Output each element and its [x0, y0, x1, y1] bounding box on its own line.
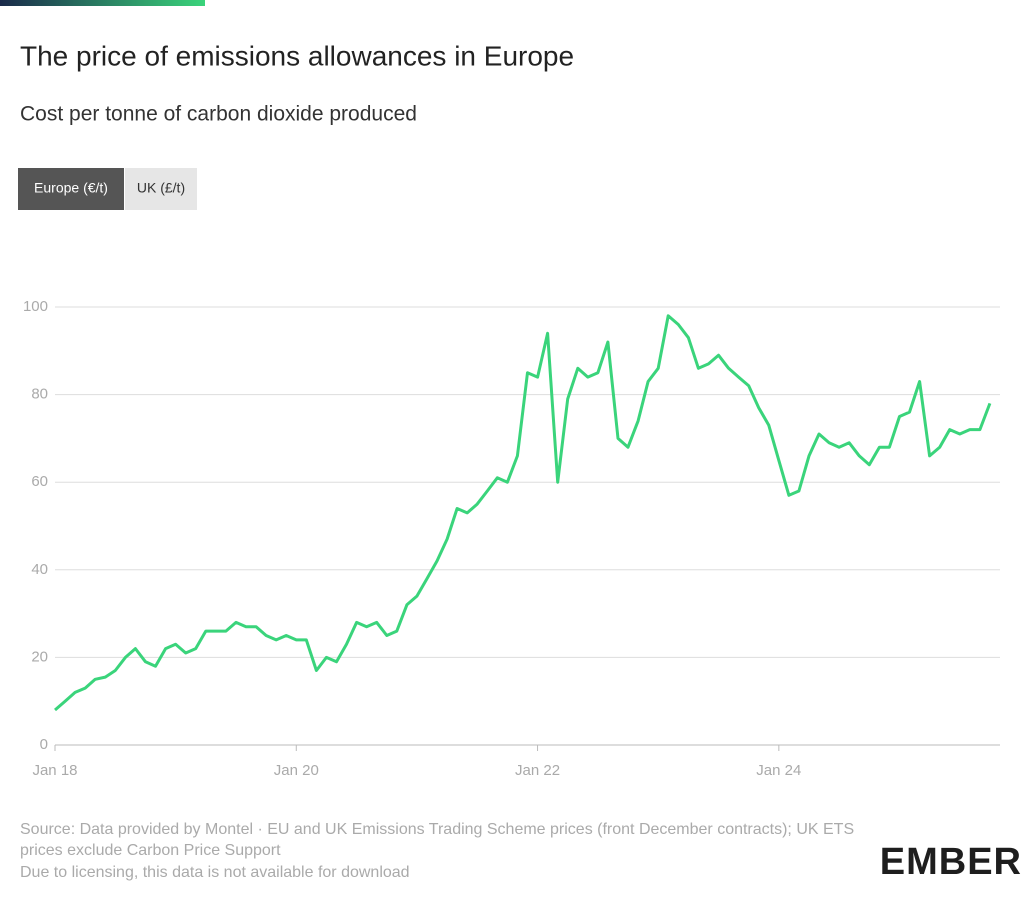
note: Due to licensing, this data is not avail… — [20, 864, 410, 881]
tab-uk[interactable]: UK (£/t) — [125, 168, 197, 210]
y-tick-label: 20 — [31, 648, 48, 665]
source: prices exclude Carbon Price Support — [20, 842, 281, 859]
x-tick-label: Jan 20 — [274, 762, 319, 779]
tab-bg — [18, 168, 124, 210]
source: Source: Data provided by Montel · EU and… — [20, 821, 854, 838]
y-tick-label: 0 — [40, 736, 48, 753]
tab-label[interactable]: UK (£/t) — [137, 180, 185, 196]
x-tick-label: Jan 18 — [32, 762, 77, 779]
tab-bg — [125, 168, 197, 210]
title: The price of emissions allowances in Eur… — [20, 40, 574, 71]
logo: EMBER — [880, 841, 1022, 883]
y-tick-label: 60 — [31, 473, 48, 490]
x-tick-label: Jan 22 — [515, 762, 560, 779]
subtitle: Cost per tonne of carbon dioxide produce… — [20, 103, 417, 126]
line — [54, 314, 992, 712]
y-tick-label: 80 — [31, 386, 48, 403]
accent-bar — [0, 0, 205, 6]
tab-label[interactable]: Europe (€/t) — [34, 180, 108, 196]
y-tick-label: 40 — [31, 561, 48, 578]
y-tick-label: 100 — [23, 298, 48, 315]
tab-europe[interactable]: Europe (€/t) — [18, 168, 124, 210]
chart: 0 20 40 60 80 100 Jan 18 Jan 20 Jan 22 Jan 24 — [23, 298, 1000, 779]
x-tick-label: Jan 24 — [756, 762, 801, 779]
